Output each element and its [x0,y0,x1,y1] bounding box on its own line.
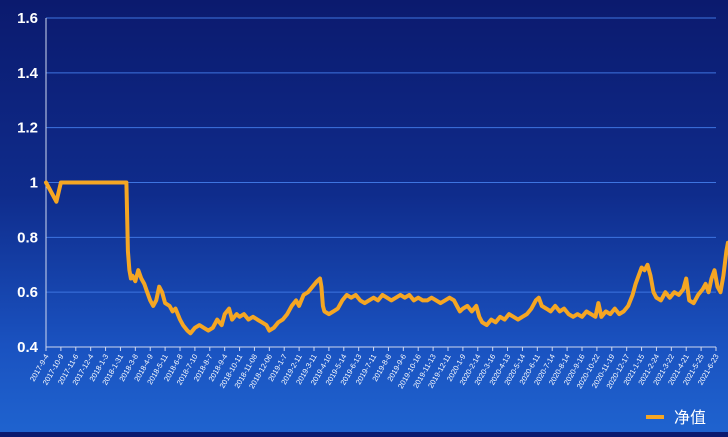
series-line [44,180,728,336]
y-tick-label: 0.6 [17,284,38,301]
y-tick-label: 1 [30,175,38,192]
y-axis-ticks: 0.4 0.6 0.8 1 1.2 1.4 1.6 [17,10,39,356]
y-tick-label: 0.4 [17,339,39,356]
series-lines [44,180,728,336]
y-tick-label: 1.6 [17,10,38,27]
y-tick-label: 0.8 [17,229,38,246]
legend-label: 净值 [674,409,706,427]
y-tick-label: 1.4 [17,65,39,82]
y-tick-label: 1.2 [17,120,38,137]
legend: 净值 [646,409,706,427]
x-axis-ticks: 2017-9-42017-10-92017-11-62017-12-42018-… [28,347,721,390]
